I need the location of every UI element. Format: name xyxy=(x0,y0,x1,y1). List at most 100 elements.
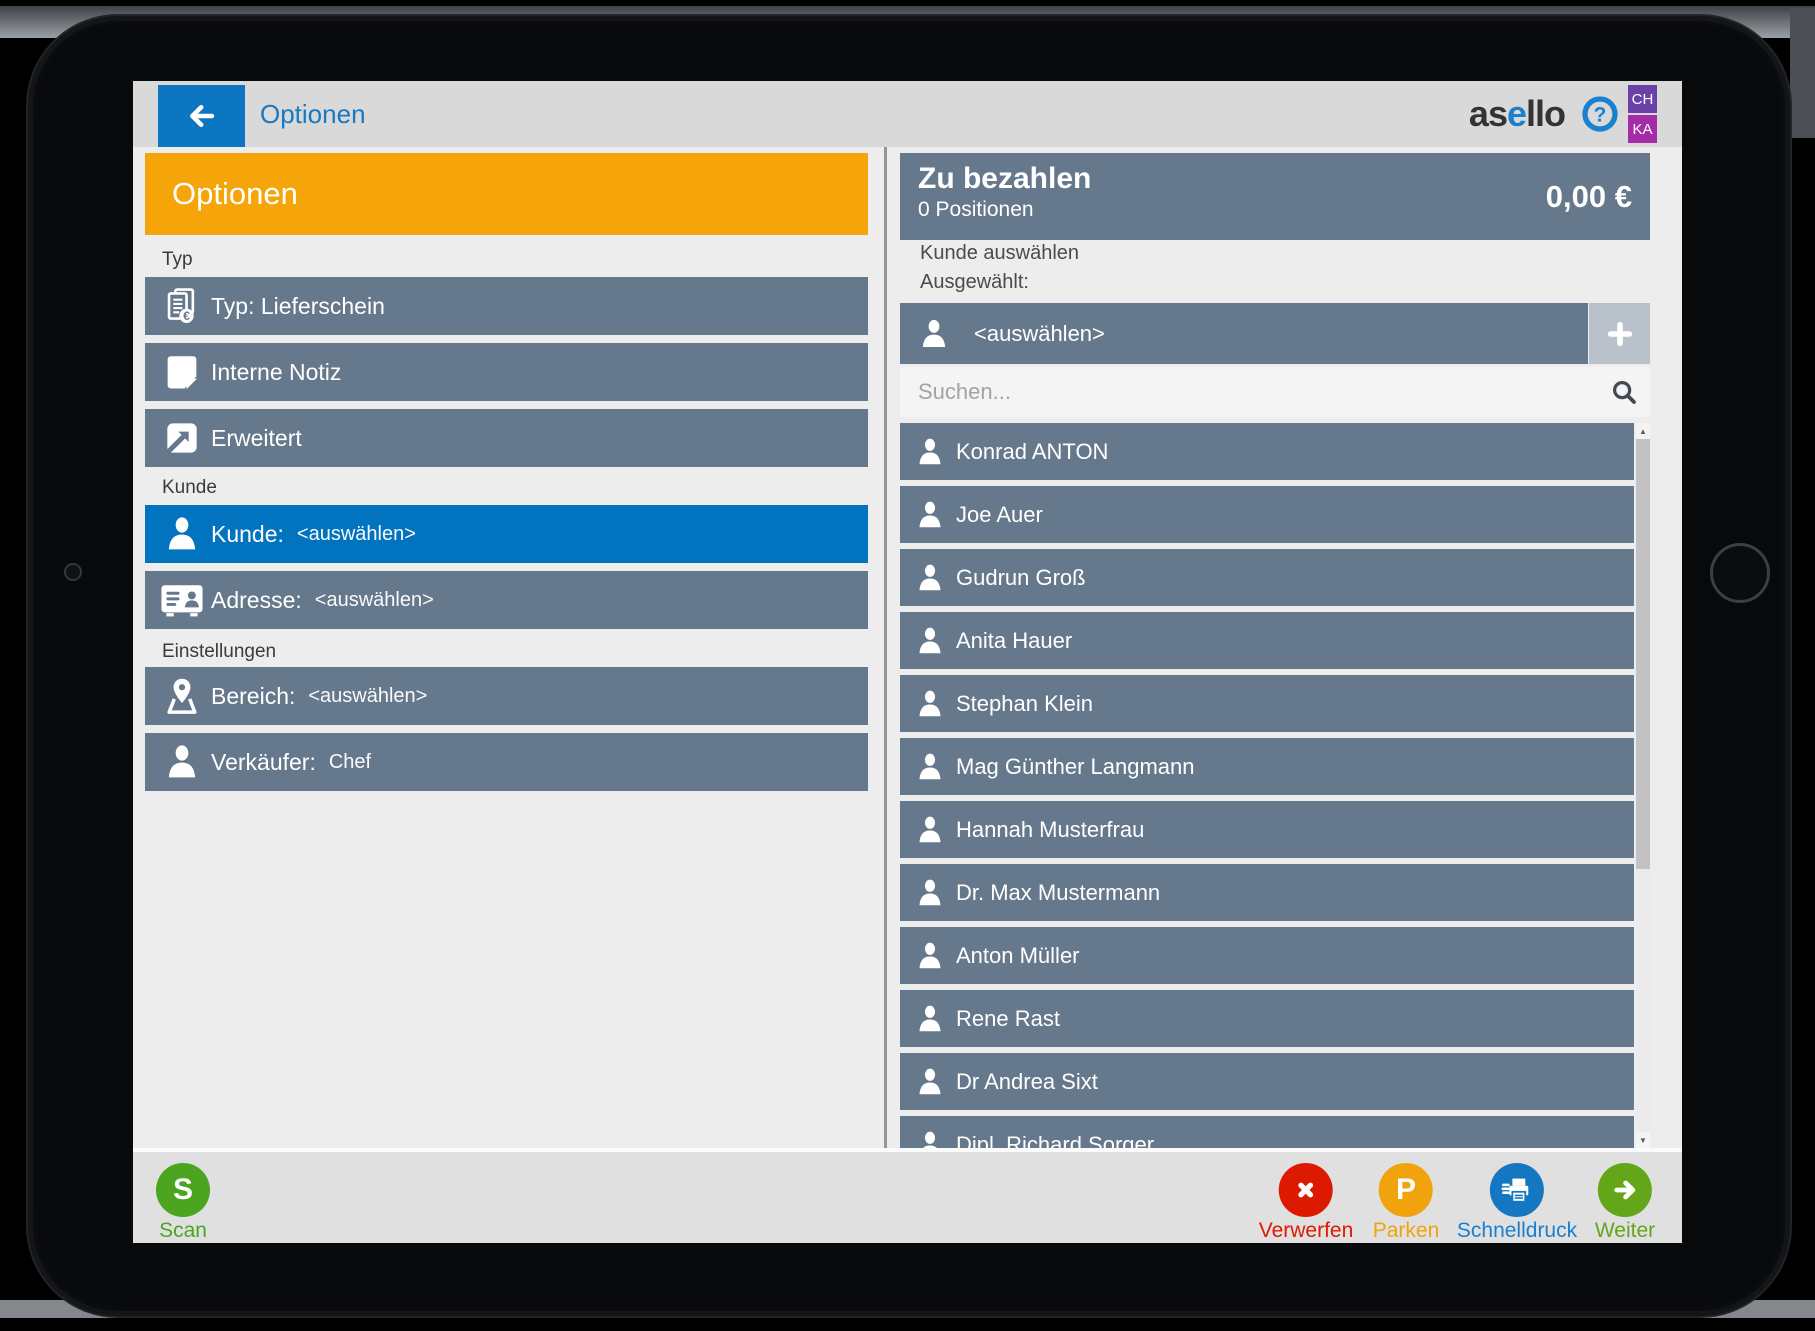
scrollbar-up-button[interactable]: ▲ xyxy=(1636,423,1650,439)
camera-dot xyxy=(64,563,82,581)
option-row-interne-notiz[interactable]: Interne Notiz xyxy=(145,343,868,401)
next-label: Weiter xyxy=(1594,1219,1656,1242)
customer-row[interactable]: Mag Günther Langmann xyxy=(900,738,1634,795)
search-button[interactable] xyxy=(1598,367,1650,417)
customer-row[interactable]: Dipl. Richard Sorger xyxy=(900,1116,1634,1148)
person-icon xyxy=(912,621,948,661)
person-icon xyxy=(912,558,948,598)
search-input[interactable] xyxy=(900,366,1598,418)
customer-row[interactable]: Dr Andrea Sixt xyxy=(900,1053,1634,1110)
total-amount: 0,00 € xyxy=(1545,178,1632,214)
x-icon xyxy=(1291,1175,1321,1205)
position-count: 0 Positionen xyxy=(918,198,1034,221)
customer-search-box xyxy=(900,366,1650,418)
option-row-kunde[interactable]: Kunde: <auswählen> xyxy=(145,505,868,563)
search-icon xyxy=(1609,377,1639,407)
scrollbar-thumb[interactable] xyxy=(1636,439,1650,869)
option-label: Adresse: xyxy=(211,586,302,613)
background-stripe-right xyxy=(1790,8,1815,138)
scan-button[interactable]: S Scan xyxy=(156,1163,210,1243)
customer-row[interactable]: Hannah Musterfrau xyxy=(900,801,1634,858)
customer-row[interactable]: Stephan Klein xyxy=(900,675,1634,732)
park-button[interactable]: P Parken xyxy=(1372,1163,1440,1243)
section-label-kunde: Kunde xyxy=(162,477,217,498)
option-value: <auswählen> xyxy=(314,588,434,611)
plus-icon xyxy=(1604,318,1636,350)
add-customer-button[interactable] xyxy=(1589,303,1650,364)
next-button[interactable]: Weiter xyxy=(1595,1163,1655,1243)
person-icon xyxy=(916,314,952,354)
person-icon xyxy=(912,495,948,535)
back-button[interactable] xyxy=(158,85,245,147)
top-bar: Optionen asello CH KA xyxy=(133,81,1682,147)
customer-name: Anton Müller xyxy=(956,942,1080,968)
panel-divider xyxy=(884,147,887,1148)
customer-name: Anita Hauer xyxy=(956,627,1073,653)
customer-name: Stephan Klein xyxy=(956,690,1093,716)
option-row-adresse[interactable]: Adresse: <auswählen> xyxy=(145,571,868,629)
customer-name: Hannah Musterfrau xyxy=(956,816,1145,842)
person-icon xyxy=(912,1125,948,1149)
person-icon xyxy=(157,509,207,559)
option-row-erweitert[interactable]: Erweitert xyxy=(145,409,868,467)
customer-name: Mag Günther Langmann xyxy=(956,753,1195,779)
section-label-typ: Typ xyxy=(162,249,193,270)
badge-ka[interactable]: KA xyxy=(1628,115,1657,143)
external-link-icon xyxy=(157,413,207,463)
person-icon xyxy=(912,873,948,913)
person-icon xyxy=(912,999,948,1039)
park-label: Parken xyxy=(1372,1219,1440,1242)
option-label: Typ: Lieferschein xyxy=(211,292,385,319)
payment-title: Zu bezahlen xyxy=(918,162,1092,195)
customer-row[interactable]: Joe Auer xyxy=(900,486,1634,543)
printer-icon xyxy=(1499,1172,1535,1208)
choose-customer-label: Kunde auswählen xyxy=(920,242,1080,264)
customer-row[interactable]: Anita Hauer xyxy=(900,612,1634,669)
customer-name: Joe Auer xyxy=(956,501,1043,527)
home-button[interactable] xyxy=(1710,543,1770,603)
brand-area: asello xyxy=(1469,81,1620,147)
asello-logo: asello xyxy=(1469,93,1566,135)
help-icon[interactable] xyxy=(1580,94,1620,134)
discard-label: Verwerfen xyxy=(1258,1219,1354,1242)
customer-name: Dipl. Richard Sorger xyxy=(956,1131,1155,1149)
option-value: <auswählen> xyxy=(308,684,428,707)
bottom-toolbar: S Scan Verwerfen P Parken Schnelldruck xyxy=(133,1148,1682,1243)
customer-row[interactable]: Anton Müller xyxy=(900,927,1634,984)
scan-icon: S xyxy=(156,1163,210,1217)
customer-list: Konrad ANTON Joe Auer Gudrun Groß Anita … xyxy=(900,423,1634,1148)
option-label: Kunde: xyxy=(211,520,284,547)
customer-name: Gudrun Groß xyxy=(956,564,1086,590)
app-screen: Optionen asello CH KA Optionen Typ Typ: … xyxy=(133,81,1682,1243)
option-label: Interne Notiz xyxy=(211,358,342,385)
option-label: Bereich: xyxy=(211,682,296,709)
status-badges: CH KA xyxy=(1628,85,1657,143)
person-icon xyxy=(912,684,948,724)
option-value: Chef xyxy=(328,750,372,773)
customer-row[interactable]: Gudrun Groß xyxy=(900,549,1634,606)
selected-label: Ausgewählt: xyxy=(920,271,1029,293)
option-row-typ-lieferschein[interactable]: Typ: Lieferschein xyxy=(145,277,868,335)
customer-name: Konrad ANTON xyxy=(956,438,1109,464)
map-pin-icon xyxy=(157,671,207,721)
badge-ch[interactable]: CH xyxy=(1628,85,1657,113)
option-row-verkaeufer[interactable]: Verkäufer: Chef xyxy=(145,733,868,791)
option-label: Erweitert xyxy=(211,424,302,451)
quick-print-button[interactable]: Schnelldruck xyxy=(1457,1163,1577,1243)
discard-button[interactable]: Verwerfen xyxy=(1258,1163,1354,1243)
option-row-bereich[interactable]: Bereich: <auswählen> xyxy=(145,667,868,725)
selected-customer-row[interactable]: <auswählen> xyxy=(900,303,1588,364)
back-arrow-icon xyxy=(185,99,219,133)
scrollbar[interactable]: ▲ ▼ xyxy=(1636,423,1650,1148)
customer-row[interactable]: Konrad ANTON xyxy=(900,423,1634,480)
customer-row[interactable]: Rene Rast xyxy=(900,990,1634,1047)
invoice-icon xyxy=(157,281,207,331)
tablet-frame: Optionen asello CH KA Optionen Typ Typ: … xyxy=(26,14,1792,1318)
customer-row[interactable]: Dr. Max Mustermann xyxy=(900,864,1634,921)
scan-label: Scan xyxy=(159,1219,207,1242)
logo-part: llo xyxy=(1526,93,1566,134)
arrow-right-icon xyxy=(1610,1175,1640,1205)
scrollbar-down-button[interactable]: ▼ xyxy=(1636,1132,1650,1148)
options-panel-header: Optionen xyxy=(145,153,868,235)
